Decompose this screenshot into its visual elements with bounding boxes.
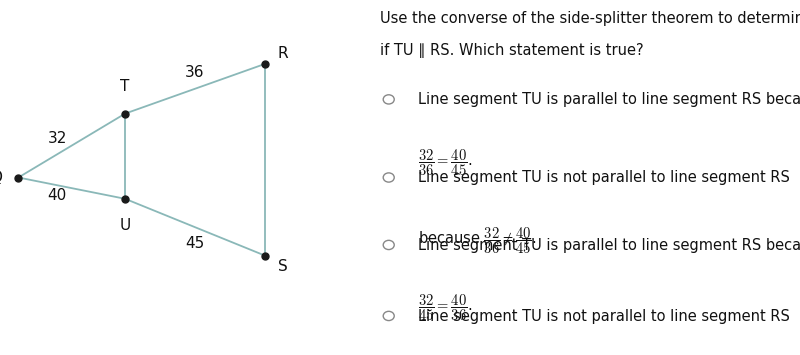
Text: Line segment TU is parallel to line segment RS because: Line segment TU is parallel to line segm… — [418, 238, 800, 253]
Text: because $\dfrac{32}{36} \neq \dfrac{40}{45}$.: because $\dfrac{32}{36} \neq \dfrac{40}{… — [418, 225, 538, 256]
Text: R: R — [278, 46, 289, 61]
Text: 32: 32 — [47, 131, 66, 146]
Text: S: S — [278, 259, 287, 274]
Text: if TU ∥ RS. Which statement is true?: if TU ∥ RS. Which statement is true? — [380, 43, 644, 58]
Text: Line segment TU is not parallel to line segment RS: Line segment TU is not parallel to line … — [418, 309, 790, 324]
Text: 40: 40 — [47, 188, 66, 203]
Text: $\dfrac{32}{36} = \dfrac{40}{45}$.: $\dfrac{32}{36} = \dfrac{40}{45}$. — [418, 147, 473, 178]
Text: $\dfrac{32}{45} = \dfrac{40}{36}$.: $\dfrac{32}{45} = \dfrac{40}{36}$. — [418, 293, 473, 323]
Text: Q: Q — [0, 170, 2, 185]
Text: Use the converse of the side-splitter theorem to determine: Use the converse of the side-splitter th… — [380, 11, 800, 26]
Text: T: T — [121, 79, 130, 94]
Text: Line segment TU is not parallel to line segment RS: Line segment TU is not parallel to line … — [418, 170, 790, 185]
Text: Line segment TU is parallel to line segment RS because: Line segment TU is parallel to line segm… — [418, 92, 800, 107]
Text: U: U — [119, 218, 130, 233]
Text: 45: 45 — [186, 236, 205, 251]
Text: 36: 36 — [186, 65, 205, 80]
